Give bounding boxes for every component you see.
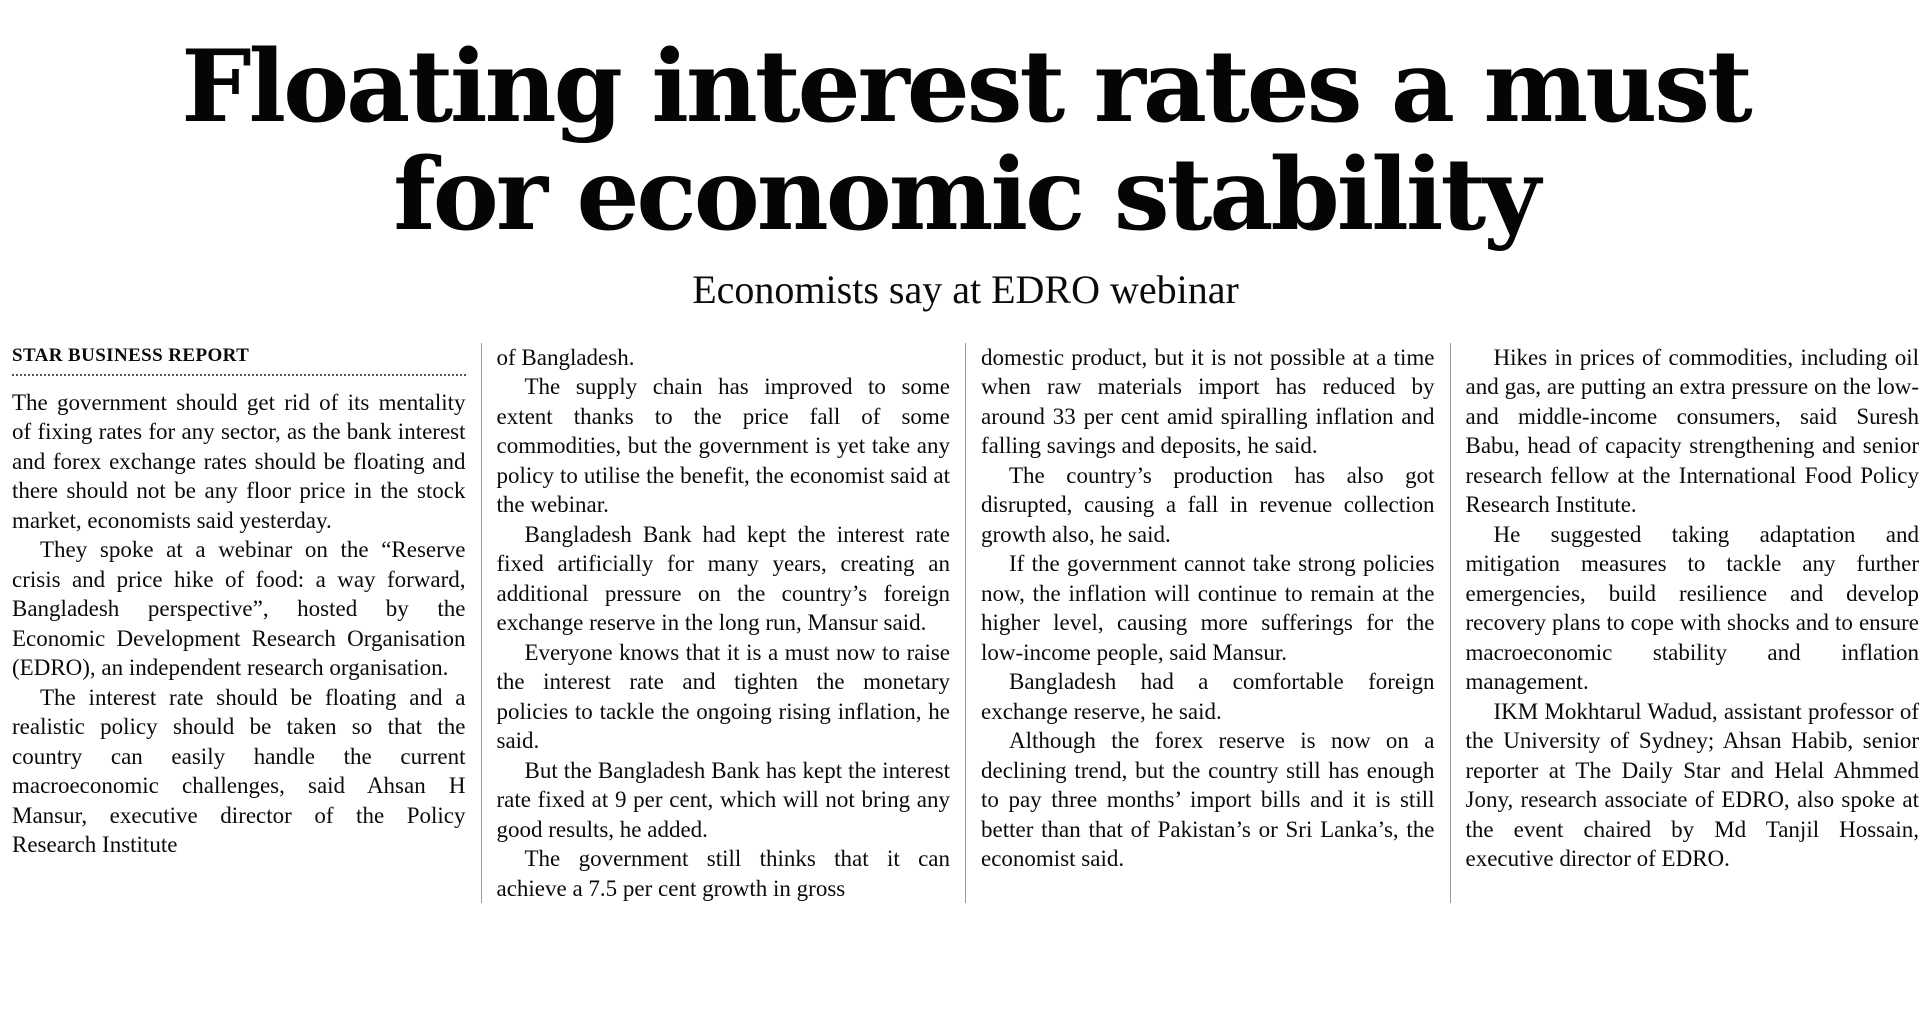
article-paragraph: Everyone knows that it is a must now to … bbox=[496, 639, 951, 754]
article-paragraph: domestic product, but it is not possible… bbox=[981, 344, 1435, 459]
article-column-3: domestic product, but it is not possible… bbox=[965, 342, 1450, 904]
subheadline: Economists say at EDRO webinar bbox=[692, 266, 1239, 312]
article-paragraph: The supply chain has improved to some ex… bbox=[496, 374, 951, 518]
article-paragraph: The country’s production has also got di… bbox=[981, 462, 1435, 547]
headline: Floating interest rates a must for econo… bbox=[10, 33, 1921, 253]
newspaper-page: Floating interest rates a must for econo… bbox=[0, 33, 1931, 904]
article-paragraph: Bangladesh Bank had kept the interest ra… bbox=[496, 521, 951, 636]
article-paragraph: He suggested taking adaptation and mitig… bbox=[1465, 521, 1920, 695]
article-paragraph: Although the forex reserve is now on a d… bbox=[981, 728, 1435, 872]
article-paragraph: Bangladesh had a comfortable foreign exc… bbox=[981, 669, 1435, 724]
article-paragraph: But the Bangladesh Bank has kept the int… bbox=[496, 757, 951, 842]
article-paragraph: They spoke at a webinar on the “Reserve … bbox=[12, 537, 466, 681]
article-columns: STAR BUSINESS REPORT The government shou… bbox=[10, 342, 1922, 904]
article-column-4: Hikes in prices of commodities, includin… bbox=[1449, 342, 1922, 904]
article-paragraph: The government still thinks that it can … bbox=[496, 846, 951, 901]
article-paragraph: Hikes in prices of commodities, includin… bbox=[1465, 344, 1920, 518]
article-column-1: STAR BUSINESS REPORT The government shou… bbox=[10, 343, 481, 904]
byline: STAR BUSINESS REPORT bbox=[12, 344, 250, 366]
article-column-2: of Bangladesh. The supply chain has impr… bbox=[480, 342, 966, 904]
article-paragraph: IKM Mokhtarul Wadud, assistant professor… bbox=[1465, 698, 1920, 872]
byline-dotted-rule bbox=[12, 368, 466, 376]
article-paragraph: The interest rate should be floating and… bbox=[12, 684, 466, 858]
article-paragraph: The government should get rid of its men… bbox=[12, 389, 466, 533]
headline-line-2: for economic stability bbox=[393, 136, 1541, 253]
article-paragraph: If the government cannot take strong pol… bbox=[981, 551, 1435, 665]
headline-line-1: Floating interest rates a must bbox=[181, 29, 1752, 145]
article-paragraph: of Bangladesh. bbox=[496, 344, 635, 370]
